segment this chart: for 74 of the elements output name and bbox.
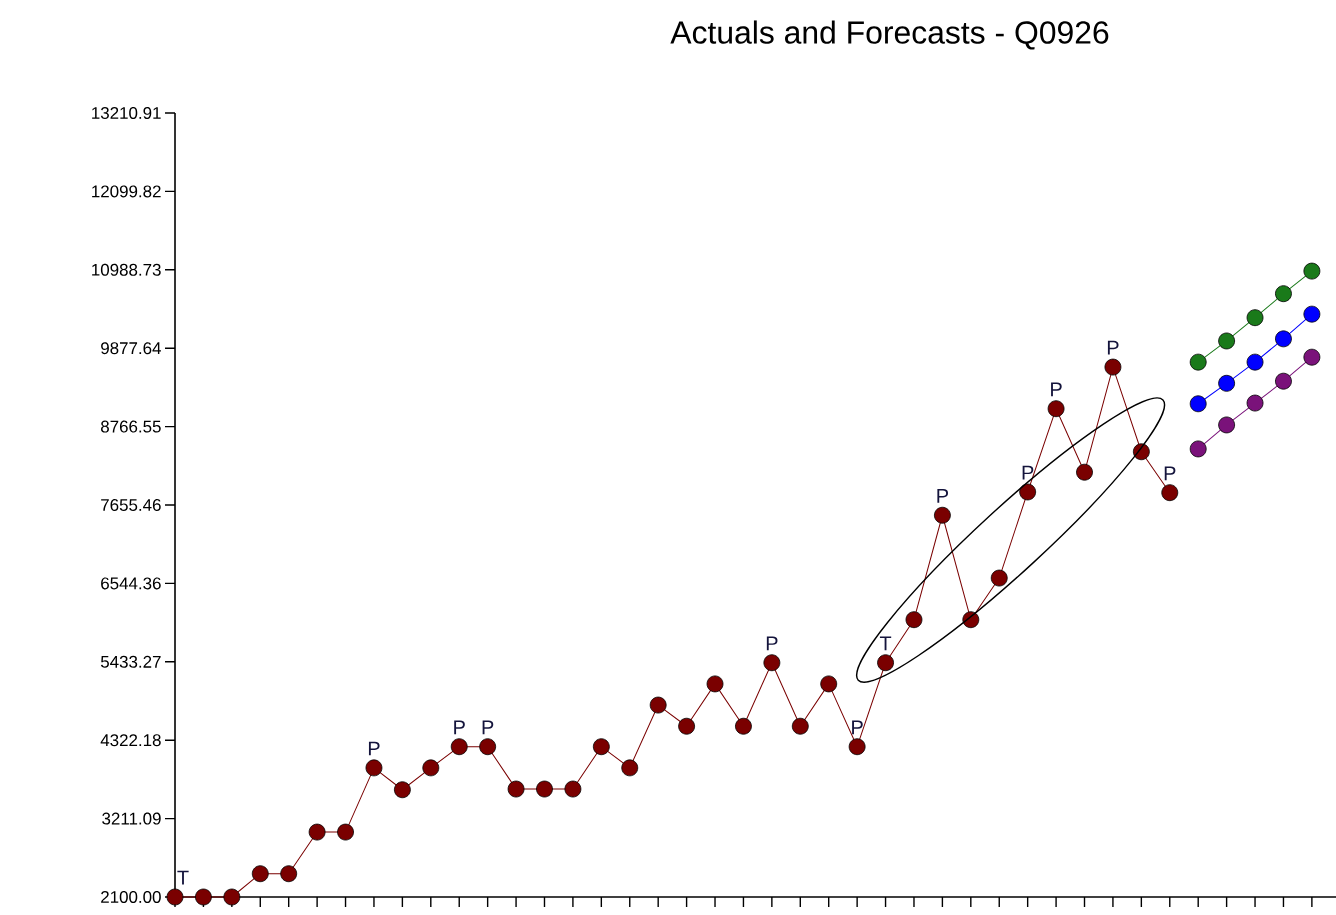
annotation: P	[766, 636, 778, 651]
point	[564, 780, 582, 798]
point	[251, 865, 269, 883]
point	[1303, 305, 1321, 323]
point	[1189, 353, 1207, 371]
point	[195, 888, 212, 906]
point	[791, 717, 809, 735]
point	[166, 888, 184, 906]
annotation: P	[1051, 382, 1062, 397]
annotation: P	[852, 720, 863, 735]
annotation: T	[879, 636, 892, 651]
point	[393, 781, 411, 799]
y-tick-label: 9877.64	[101, 342, 161, 355]
y-tick-label: 6544.36	[101, 577, 161, 590]
point	[337, 823, 354, 841]
annotation: P	[482, 720, 494, 735]
point	[1246, 394, 1264, 412]
point	[1275, 285, 1292, 303]
point	[1275, 330, 1292, 348]
chart-title: Actuals and Forecasts - Q0926	[670, 20, 1109, 50]
point	[621, 759, 639, 777]
point	[820, 675, 838, 693]
point	[1047, 400, 1065, 418]
annotation: P	[454, 720, 465, 735]
y-tick-label: 3211.09	[102, 812, 161, 825]
point	[962, 611, 980, 629]
point	[1104, 358, 1122, 376]
point	[1303, 348, 1321, 366]
point	[1189, 440, 1207, 458]
point	[1161, 484, 1179, 502]
point	[649, 696, 667, 714]
y-tick-label: 10988.73	[92, 263, 161, 276]
point	[1246, 309, 1264, 327]
point	[536, 780, 553, 798]
point	[848, 738, 866, 756]
point	[422, 759, 440, 777]
point	[706, 675, 724, 693]
point	[678, 717, 695, 735]
point	[308, 823, 326, 841]
annotation: P	[937, 489, 948, 503]
point	[1246, 353, 1264, 371]
point	[1218, 332, 1236, 350]
y-tick-label: 8766.55	[101, 420, 161, 433]
point	[479, 738, 497, 756]
point	[735, 717, 752, 735]
point	[365, 759, 383, 777]
y-tick-label: 5433.27	[100, 655, 161, 668]
point	[592, 738, 610, 756]
annotation: P	[1022, 465, 1034, 480]
y-tick-label: 4322.18	[100, 734, 161, 747]
point	[877, 654, 894, 672]
point	[1275, 372, 1292, 390]
point	[1218, 416, 1236, 434]
point	[763, 654, 781, 672]
annotation: P	[1107, 340, 1119, 355]
point	[990, 569, 1008, 587]
y-tick-label: 7655.46	[101, 498, 161, 511]
point	[1019, 483, 1037, 501]
point	[1303, 262, 1321, 280]
annotation: P	[368, 741, 380, 756]
y-tick-label: 2100.00	[101, 891, 161, 903]
y-tick-label: 12099.82	[92, 185, 161, 198]
point	[905, 611, 923, 629]
point	[450, 738, 468, 756]
point	[1218, 374, 1236, 392]
point	[1189, 395, 1207, 413]
point	[223, 888, 241, 906]
annotation: T	[177, 870, 189, 885]
annotation: P	[1164, 466, 1176, 481]
point	[280, 865, 298, 883]
y-tick-label: 13210.91	[92, 106, 161, 119]
point	[507, 780, 525, 798]
point	[934, 506, 951, 524]
point	[1076, 463, 1093, 481]
